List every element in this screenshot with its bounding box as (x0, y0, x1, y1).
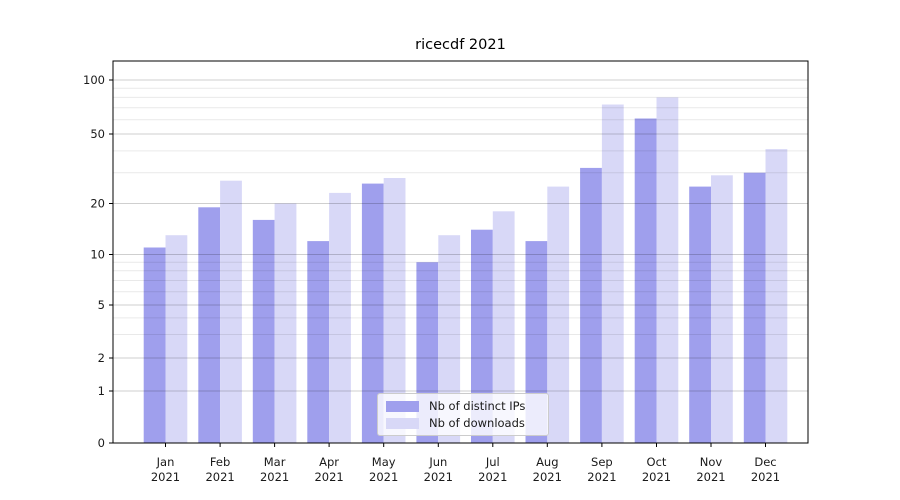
x-tick-label: May 2021 (369, 455, 398, 484)
y-tick-label: 10 (90, 248, 105, 262)
y-tick-label: 100 (83, 73, 105, 87)
x-tick-label: Jan 2021 (151, 455, 180, 484)
bar-downloads-nov (711, 175, 733, 444)
x-tick-label: Sep 2021 (587, 455, 616, 484)
y-tick-label: 1 (98, 384, 105, 398)
x-tick-label: Aug 2021 (533, 455, 562, 484)
bar-distinct-ips-sep (580, 167, 602, 443)
x-tick-label: Dec 2021 (751, 455, 780, 484)
x-tick-label: Oct 2021 (642, 455, 671, 484)
bar-downloads-jan (165, 235, 188, 443)
bar-downloads-sep (601, 104, 624, 443)
y-tick-label: 0 (98, 436, 105, 450)
y-tick-label: 5 (98, 298, 105, 312)
bar-downloads-jul (492, 211, 515, 443)
y-tick-label: 50 (90, 127, 105, 141)
bar-distinct-ips-aug (525, 241, 548, 443)
x-tick-label: Apr 2021 (314, 455, 343, 484)
x-tick-label: Mar 2021 (260, 455, 289, 484)
bar-downloads-feb (220, 180, 242, 443)
bar-distinct-ips-nov (689, 186, 711, 443)
legend-label-downloads: Nb of downloads (429, 416, 525, 430)
legend-swatch-distinct-ips (386, 400, 419, 412)
bar-distinct-ips-dec (743, 172, 766, 443)
bar-distinct-ips-may (361, 183, 384, 443)
legend-swatch-downloads (386, 417, 419, 429)
bar-downloads-oct (656, 97, 679, 444)
bar-distinct-ips-jan (143, 247, 166, 443)
bar-distinct-ips-jul (471, 229, 493, 443)
bar-downloads-dec (765, 149, 788, 443)
bar-distinct-ips-feb (198, 207, 221, 443)
bar-downloads-may (383, 178, 406, 443)
axes-frame (112, 60, 809, 444)
y-tick-label: 2 (98, 351, 105, 365)
bar-distinct-ips-mar (252, 219, 275, 443)
bar-distinct-ips-apr (307, 241, 330, 443)
bar-downloads-aug (547, 186, 570, 443)
bar-downloads-jun (438, 235, 461, 443)
y-tick-label: 20 (90, 197, 105, 211)
legend-row-downloads: Nb of downloads (386, 415, 540, 432)
legend: Nb of distinct IPs Nb of downloads (377, 393, 549, 436)
chart-title: ricecdf 2021 (415, 37, 506, 53)
x-tick-label: Nov 2021 (696, 455, 725, 484)
x-tick-label: Feb 2021 (205, 455, 234, 484)
bar-distinct-ips-oct (634, 118, 657, 443)
x-tick-label: Jun 2021 (424, 455, 453, 484)
bar-downloads-mar (274, 203, 297, 443)
legend-row-distinct-ips: Nb of distinct IPs (386, 398, 540, 415)
bar-downloads-apr (329, 192, 351, 443)
x-tick-label: Jul 2021 (478, 455, 507, 484)
legend-label-distinct-ips: Nb of distinct IPs (429, 399, 526, 413)
